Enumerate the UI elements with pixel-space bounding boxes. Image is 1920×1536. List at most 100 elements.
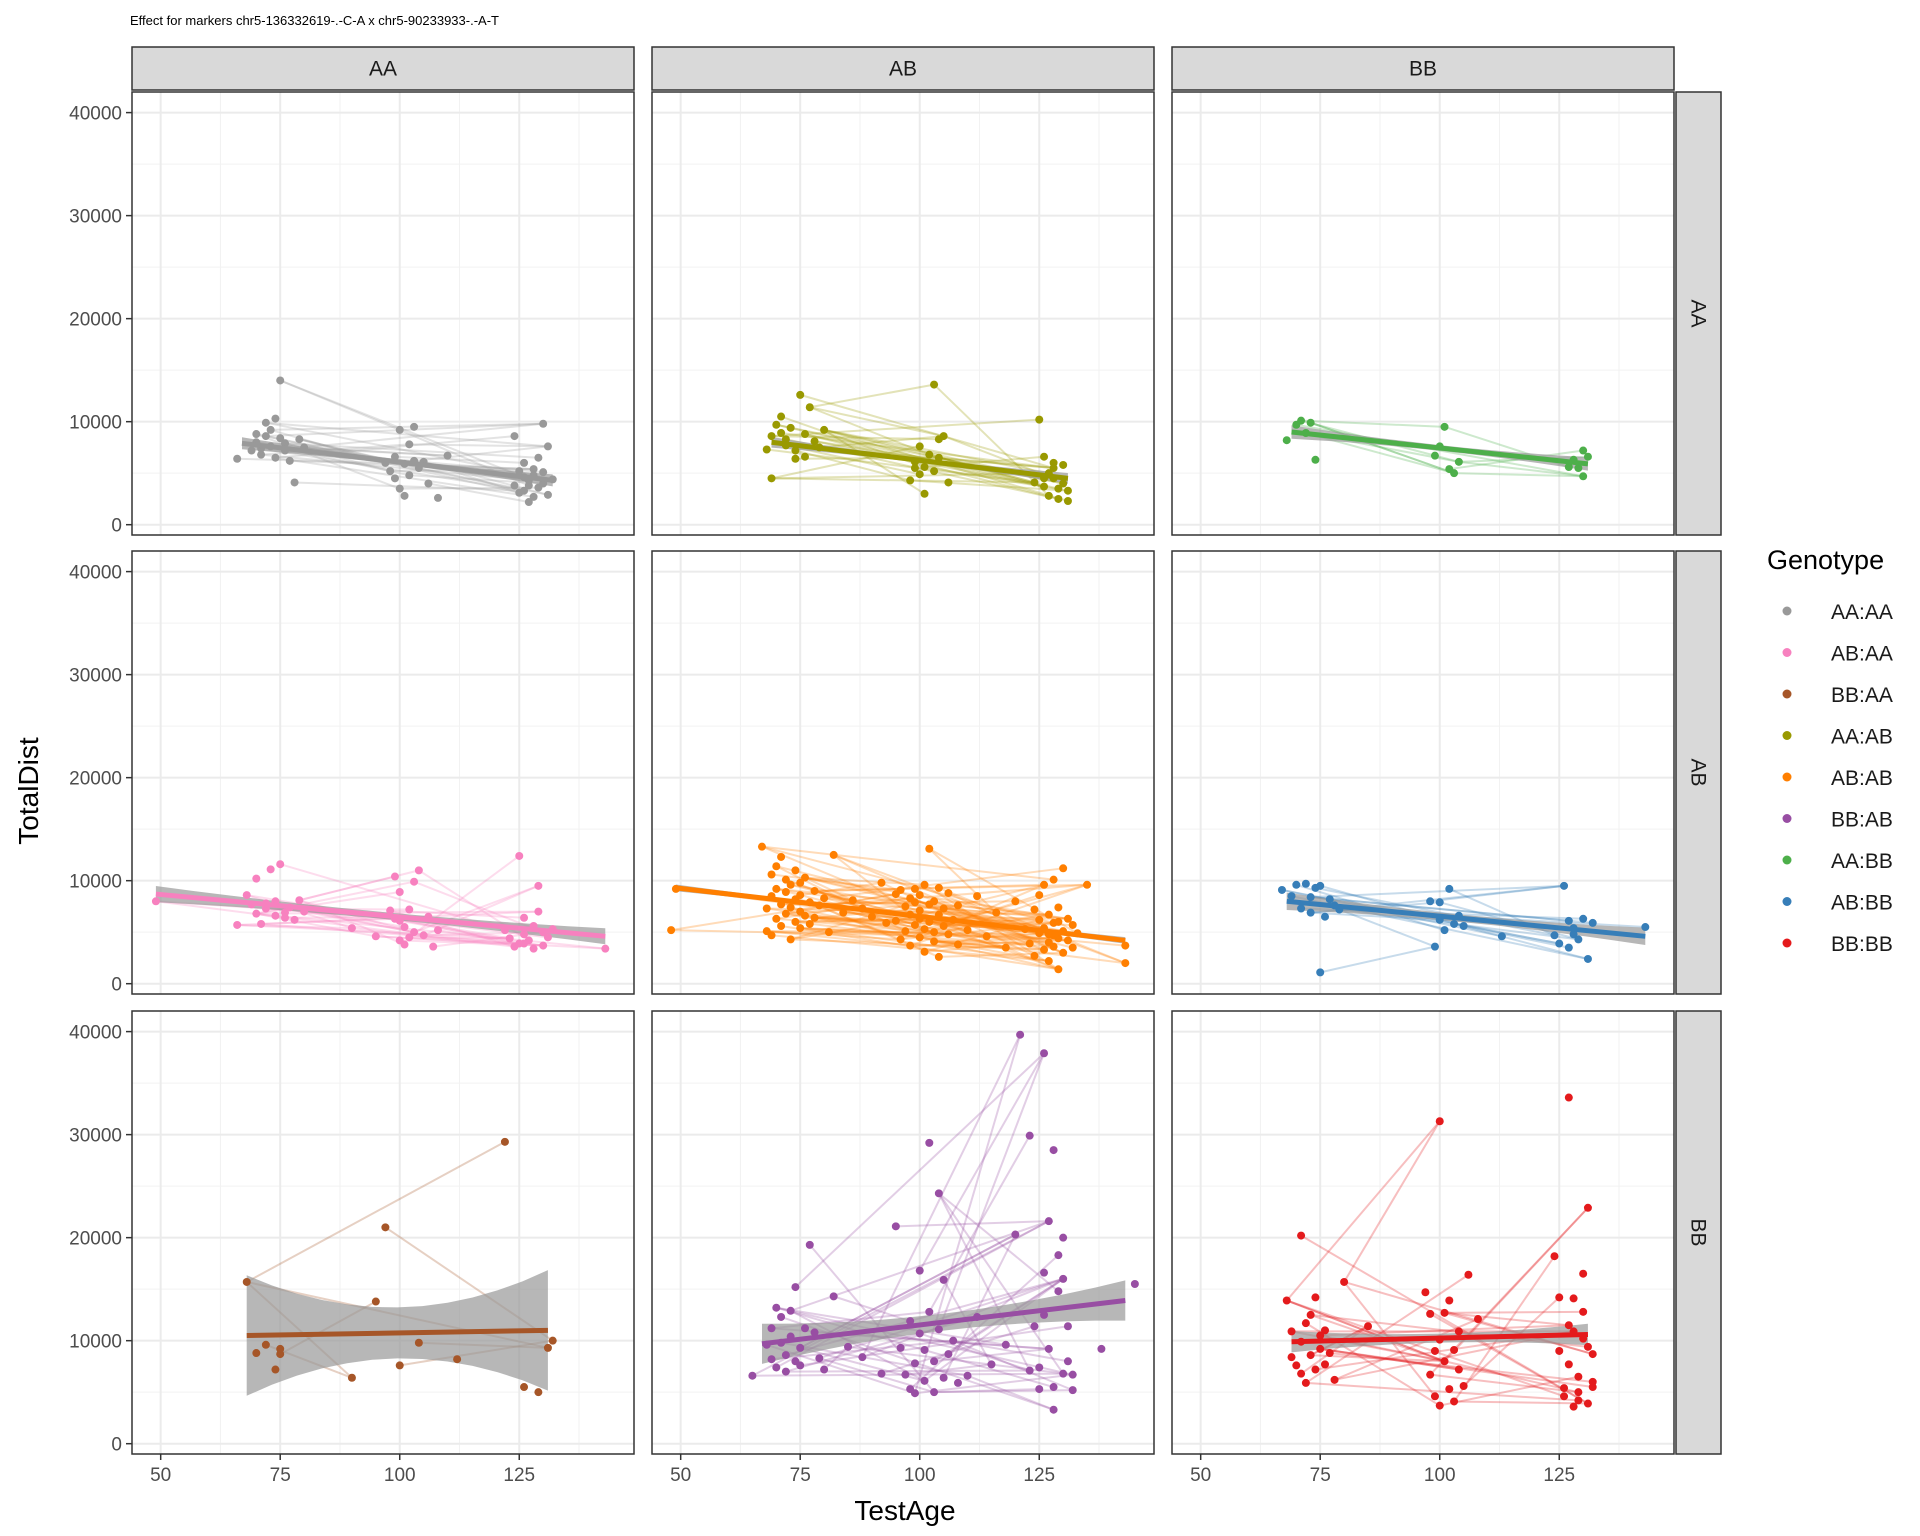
individual-trajectory [1453,922,1589,960]
data-point [1450,469,1459,478]
individual-trajectory [809,901,940,958]
regression-line [155,891,606,939]
regression-line [771,439,1069,481]
individual-trajectory [785,893,897,915]
data-point [410,928,419,937]
individual-trajectory [804,876,1045,930]
data-point [944,930,953,939]
individual-trajectory [790,1309,925,1382]
individual-trajectory [279,379,401,431]
data-point [1054,917,1063,926]
data-point [910,464,919,473]
individual-trajectory [790,901,916,941]
data-point [520,458,529,467]
data-point [906,1317,915,1326]
individual-trajectory [937,1052,1045,1330]
data-point [1287,892,1296,901]
data-point [939,1275,948,1284]
data-point [539,941,548,950]
individual-trajectory [1301,419,1445,428]
panel-border [651,1010,1155,1455]
data-point [1574,1372,1583,1381]
data-point [1306,418,1315,427]
data-point [920,463,929,472]
individual-trajectory [1439,1375,1579,1407]
data-point [920,925,929,934]
data-point [930,467,939,476]
data-point [667,926,676,935]
individual-trajectory [1310,1354,1445,1363]
y-tick-label: 40000 [69,104,122,125]
data-point [767,870,776,879]
individual-trajectory [918,1052,1045,1272]
individual-trajectory [237,923,510,940]
data-point [1282,436,1291,445]
data-point [1435,1401,1444,1410]
individual-trajectory [413,445,549,462]
individual-trajectory [776,1306,1054,1388]
data-point [934,952,943,961]
data-point [800,452,809,461]
data-point [395,484,404,493]
data-point [400,491,409,500]
legend-key [1782,855,1792,865]
data-point [233,920,242,929]
data-point [1588,1383,1597,1392]
individual-trajectory [275,456,534,498]
series-BB-AA [242,1137,557,1397]
individual-trajectory [790,906,906,933]
data-point [405,905,414,914]
data-point [839,908,848,917]
panel-background [652,1011,1154,1454]
facet-label-row: AA [1687,299,1710,327]
data-point [1054,1251,1063,1260]
individual-trajectory [804,433,1059,500]
individual-trajectory [800,1325,1069,1367]
individual-trajectory [1286,1299,1445,1363]
individual-trajectory [794,1052,1045,1288]
individual-trajectory [934,937,1059,943]
x-axis-title: TestAge [854,1495,955,1526]
data-point [405,440,414,449]
data-point [844,1342,853,1351]
data-point [1579,1269,1588,1278]
individual-trajectory [1286,1299,1445,1363]
individual-trajectory [799,393,1054,469]
data-point [261,432,270,441]
individual-trajectory [928,920,1059,971]
x-tick-label: 125 [1023,1465,1055,1486]
data-point [772,1363,781,1372]
individual-trajectory [800,927,1049,963]
data-point [1426,1309,1435,1318]
data-point [252,430,261,439]
data-point [453,1355,462,1364]
data-point [520,939,529,948]
data-point [543,442,552,451]
individual-trajectory [265,422,544,438]
data-point [1049,1405,1058,1414]
data-point [510,432,519,441]
data-point [944,1350,953,1359]
data-point [371,932,380,941]
individual-trajectory [260,453,529,482]
data-point [381,1223,390,1232]
individual-trajectory [409,443,548,448]
data-point [1454,1365,1463,1374]
data-point [791,454,800,463]
data-point [1574,935,1583,944]
data-point [800,911,809,920]
facet-panel [132,1011,634,1454]
data-point [781,909,790,918]
individual-trajectory [953,1339,1069,1363]
data-point [982,932,991,941]
data-point [1011,897,1020,906]
individual-trajectory [905,1363,992,1376]
data-point [295,896,304,905]
data-point [433,493,442,502]
data-point [1560,1392,1569,1401]
individual-trajectory [934,940,1030,945]
legend-label: AA:AA [1831,601,1893,624]
data-point [1430,1392,1439,1401]
data-point [1068,1370,1077,1379]
data-point [257,450,266,459]
